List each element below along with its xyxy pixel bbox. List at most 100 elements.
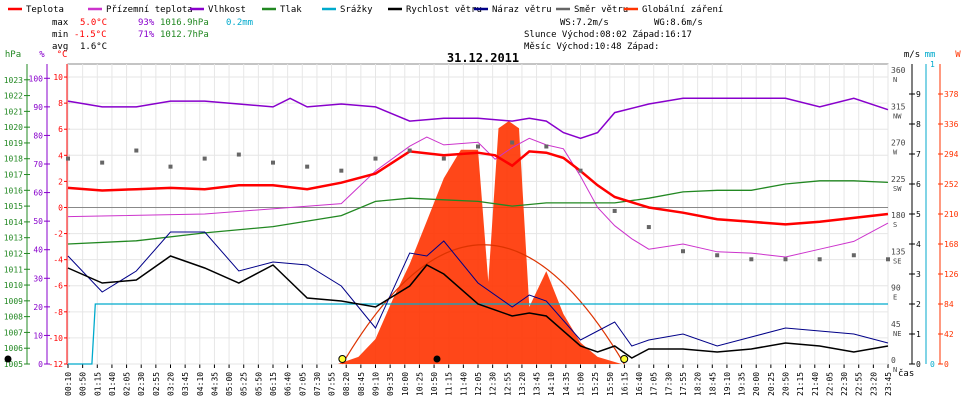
direction-point (441, 156, 446, 161)
x-tick-label: 00:50 (79, 372, 88, 396)
moonset-marker (4, 355, 12, 363)
direction-point (851, 253, 856, 258)
direction-tick-label: 360 (891, 66, 906, 75)
percent-axis-tick-label: 10 (33, 331, 43, 340)
direction-tick-label: 270 (891, 139, 906, 148)
speed-tick-label: 9 (916, 90, 921, 99)
stat-min-hum: 71% (138, 30, 155, 40)
x-tick-label: 04:35 (210, 372, 219, 396)
chart-title: 31.12.2011 (447, 51, 519, 65)
percent-axis-tick-label: 0 (38, 360, 43, 369)
percent-axis-unit: % (39, 50, 45, 60)
x-tick-label: 07:30 (313, 372, 322, 396)
x-tick-label: 22:30 (840, 372, 849, 396)
rain-axis-unit: mm (925, 50, 936, 60)
stats-panel: max 5.0°C 93% 1016.9hPa 0.2mm min -1.5°C… (52, 18, 253, 52)
direction-point (612, 208, 617, 213)
percent-axis-tick-label: 100 (29, 74, 44, 83)
direction-point (749, 257, 754, 262)
percent-axis-tick-label: 50 (33, 217, 43, 226)
x-tick-label: 16:15 (620, 372, 629, 396)
x-tick-label: 01:15 (93, 372, 102, 396)
legend-label: Přízemní teplota (106, 5, 193, 15)
x-tick-label: 11:15 (445, 372, 454, 396)
direction-point (783, 257, 788, 262)
x-tick-label: 23:20 (869, 372, 878, 396)
x-tick-label: 16:40 (635, 372, 644, 396)
series-wind (67, 255, 889, 359)
sunset-marker (620, 355, 629, 363)
hpa-axis-tick-label: 1019 (4, 139, 23, 148)
hpa-axis-tick-label: 1009 (4, 297, 23, 306)
hpa-axis-tick-label: 1013 (4, 234, 23, 243)
radiation-tick-label: 84 (944, 300, 954, 309)
speed-axis-unit: m/s (904, 50, 920, 60)
radiation-axis-unit: W (955, 50, 961, 60)
hpa-axis-tick-label: 1012 (4, 249, 23, 258)
stat-min-press: 1012.7hPa (160, 30, 209, 40)
hpa-axis-tick-label: 1015 (4, 202, 23, 211)
sunrise-marker (338, 355, 347, 363)
hpa-axis-tick-label: 1010 (4, 281, 23, 290)
info-gust: WG:8.6m/s (654, 18, 703, 28)
x-tick-label: 17:05 (650, 372, 659, 396)
stat-max-press: 1016.9hPa (160, 18, 209, 28)
x-tick-label: 22:55 (855, 372, 864, 396)
radiation-tick-label: 42 (944, 330, 954, 339)
x-tick-label: 09:35 (386, 372, 395, 396)
clear-sky-curve (341, 244, 625, 365)
direction-point (510, 140, 515, 145)
direction-tick-label: 0 (891, 356, 896, 365)
hpa-axis-tick-label: 1022 (4, 92, 23, 101)
x-tick-label: 19:35 (738, 372, 747, 396)
x-tick-label: 12:05 (474, 372, 483, 396)
axes: hPa1005100610071008100910101011101210131… (4, 50, 962, 396)
series-radiation (68, 121, 888, 364)
x-tick-label: 23:45 (884, 372, 893, 396)
series-ground-temp (67, 136, 889, 258)
x-tick-label: 13:20 (518, 372, 527, 396)
percent-axis-tick-label: 90 (33, 103, 43, 112)
x-tick-label: 11:40 (459, 372, 468, 396)
hpa-axis-tick-label: 1021 (4, 107, 23, 116)
legend-label: Rychlost větru (406, 5, 482, 15)
stat-avg-temp: 1.6°C (80, 42, 107, 52)
speed-tick-label: 6 (916, 180, 921, 189)
legend-label: Globální záření (642, 5, 723, 15)
legend-label: Tlak (280, 5, 302, 15)
direction-cardinal: E (893, 294, 897, 302)
x-tick-label: 08:20 (342, 372, 351, 396)
series-gust (67, 231, 889, 347)
direction-point (817, 257, 822, 262)
x-tick-label: 10:50 (430, 372, 439, 396)
x-tick-label: 09:10 (372, 372, 381, 396)
x-tick-label: 14:10 (547, 372, 556, 396)
celsius-axis-tick-label: 8 (58, 99, 63, 108)
hpa-axis-tick-label: 1007 (4, 328, 23, 337)
series-humidity (67, 97, 889, 140)
x-tick-label: 18:20 (694, 372, 703, 396)
stat-max-rain: 0.2mm (226, 18, 253, 28)
x-tick-label: 20:00 (752, 372, 761, 396)
x-tick-label: 05:00 (225, 372, 234, 396)
direction-tick-label: 90 (891, 284, 901, 293)
celsius-axis-tick-label: -12 (49, 360, 64, 369)
stat-max-hum: 93% (138, 18, 155, 28)
direction-point (168, 164, 173, 169)
direction-point (373, 156, 378, 161)
direction-point (339, 168, 344, 173)
direction-cardinal: SE (893, 257, 901, 265)
radiation-tick-label: 210 (944, 210, 959, 219)
stat-max-label: max (52, 18, 69, 28)
hpa-axis-tick-label: 1011 (4, 265, 23, 274)
x-tick-label: 08:45 (357, 372, 366, 396)
info-wind: WS:7.2m/s (560, 18, 609, 28)
hpa-axis-tick-label: 1006 (4, 344, 23, 353)
speed-tick-label: 1 (916, 330, 921, 339)
series-temperature (67, 150, 889, 226)
x-axis-unit: čas (898, 368, 914, 379)
x-tick-label: 02:55 (152, 372, 161, 396)
direction-tick-label: 45 (891, 320, 901, 329)
